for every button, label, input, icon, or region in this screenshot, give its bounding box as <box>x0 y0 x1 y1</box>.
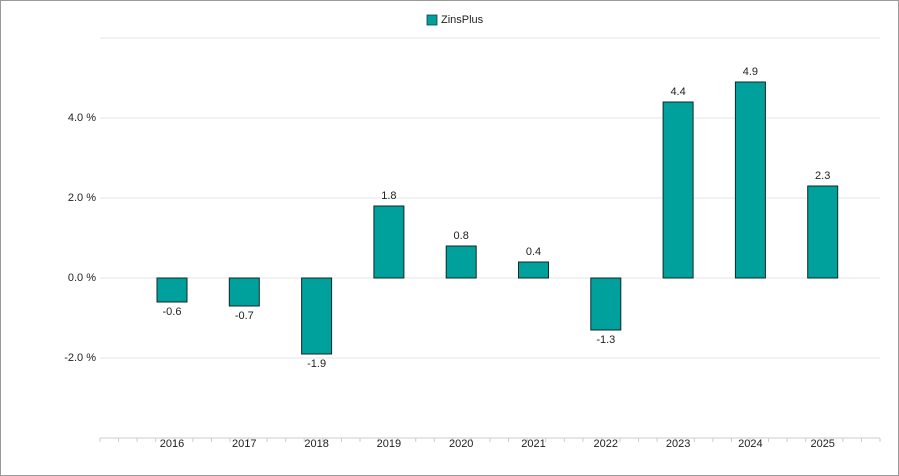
data-label: 2.3 <box>815 170 830 182</box>
x-tick-label: 2020 <box>449 438 473 450</box>
data-label: 1.8 <box>381 190 396 202</box>
bar <box>445 245 477 279</box>
bar <box>373 205 405 279</box>
x-tick-label: 2018 <box>304 438 328 450</box>
data-label: -0.6 <box>163 306 182 318</box>
y-tick-label: 0.0 % <box>68 272 96 284</box>
data-label: -0.7 <box>235 310 254 322</box>
x-tick-label: 2016 <box>160 438 184 450</box>
bar <box>228 277 260 307</box>
legend-label: ZinsPlus <box>441 14 484 26</box>
x-tick-label: 2019 <box>377 438 401 450</box>
data-label: 0.4 <box>526 246 541 258</box>
data-label: -1.3 <box>596 334 615 346</box>
bar <box>734 81 766 279</box>
bar <box>590 277 622 331</box>
legend-swatch <box>426 14 438 26</box>
x-tick-label: 2021 <box>521 438 545 450</box>
y-tick-label: 2.0 % <box>68 192 96 204</box>
x-tick-label: 2025 <box>810 438 834 450</box>
data-label: 4.9 <box>743 66 758 78</box>
x-tick-label: 2023 <box>666 438 690 450</box>
x-tick-label: 2022 <box>594 438 618 450</box>
data-label: 0.8 <box>454 230 469 242</box>
bar <box>518 261 549 279</box>
y-tick-label: -2.0 % <box>64 352 96 364</box>
data-label: 4.4 <box>670 86 685 98</box>
data-label: -1.9 <box>307 358 326 370</box>
bar <box>301 277 333 355</box>
bar <box>807 185 839 279</box>
y-tick-label: 4.0 % <box>68 112 96 124</box>
bar <box>156 277 188 303</box>
bar <box>662 101 694 279</box>
x-tick-label: 2024 <box>738 438 762 450</box>
x-tick-label: 2017 <box>232 438 256 450</box>
